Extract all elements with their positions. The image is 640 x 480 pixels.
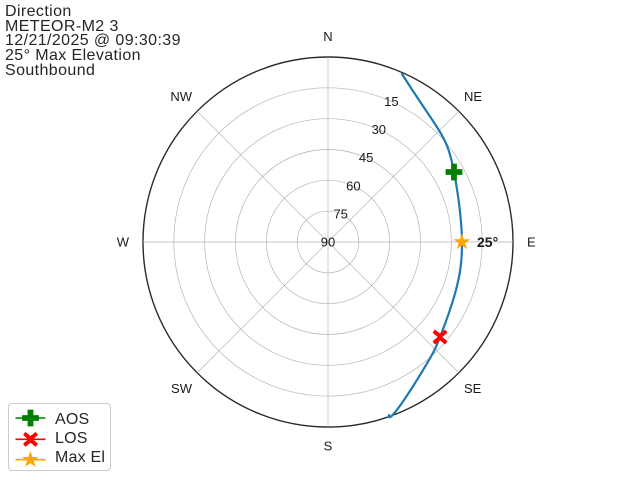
svg-text:45: 45 bbox=[359, 150, 373, 165]
svg-text:N: N bbox=[323, 29, 332, 44]
svg-text:90: 90 bbox=[321, 235, 335, 250]
svg-text:15: 15 bbox=[384, 94, 398, 109]
svg-text:30: 30 bbox=[372, 122, 386, 137]
svg-text:E: E bbox=[527, 235, 536, 250]
svg-text:SE: SE bbox=[464, 381, 482, 396]
svg-text:60: 60 bbox=[346, 178, 360, 193]
svg-text:W: W bbox=[117, 235, 130, 250]
svg-text:SW: SW bbox=[171, 381, 193, 396]
svg-text:NE: NE bbox=[464, 89, 482, 104]
svg-text:S: S bbox=[324, 439, 333, 454]
svg-text:25°: 25° bbox=[477, 234, 498, 250]
svg-text:NW: NW bbox=[170, 89, 192, 104]
svg-text:75: 75 bbox=[333, 206, 347, 221]
